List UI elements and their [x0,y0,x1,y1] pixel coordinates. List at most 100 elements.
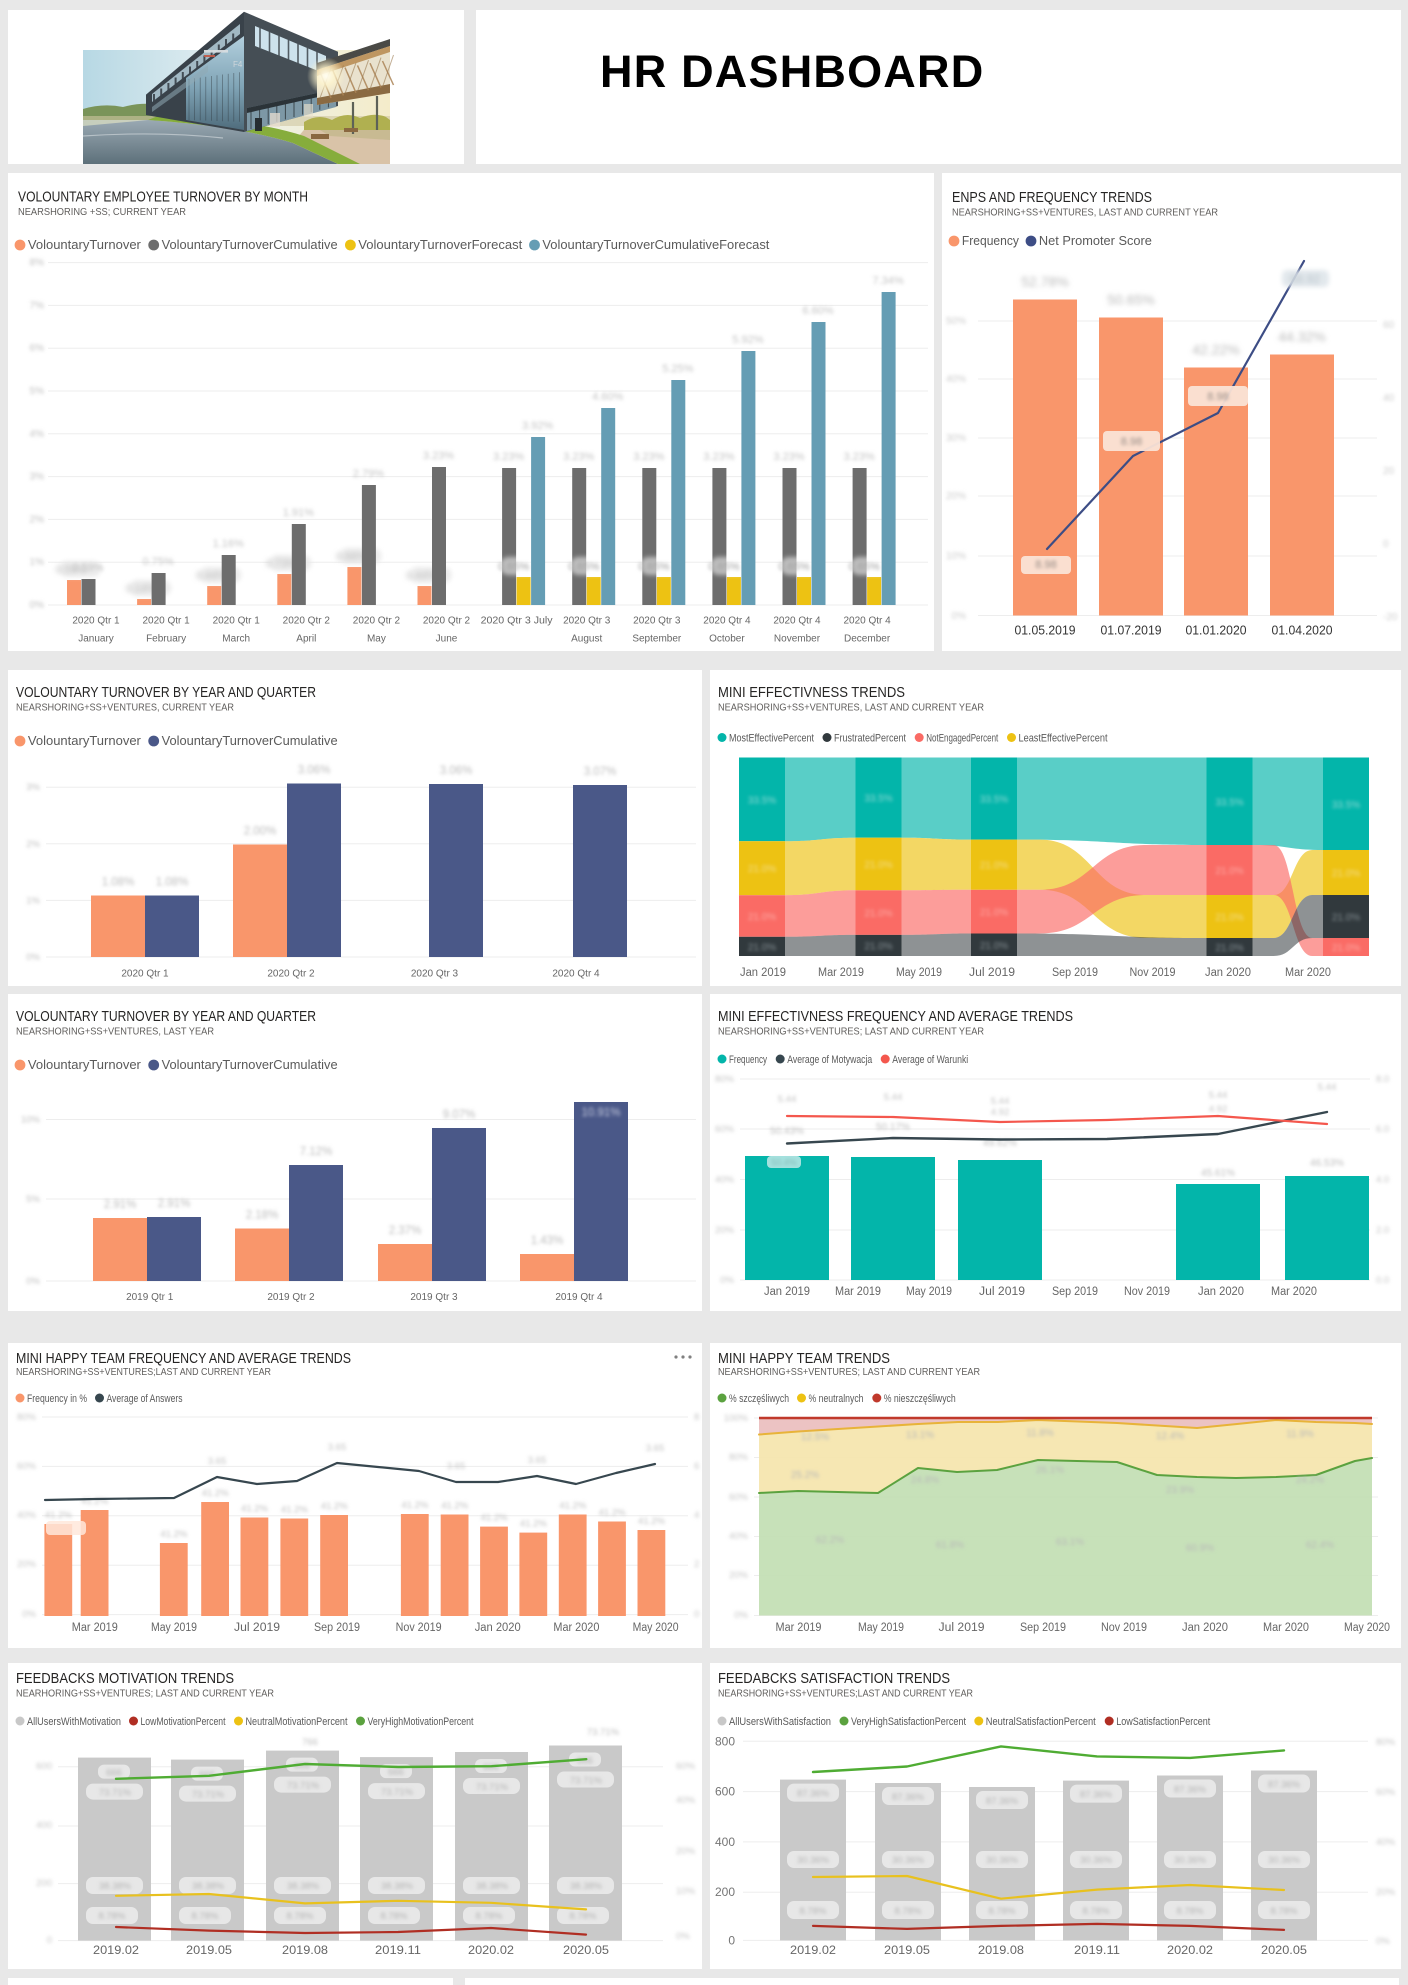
svg-text:NEARHORING+SS+VENTURES; LAST A: NEARHORING+SS+VENTURES; LAST AND CURRENT… [16,1688,274,1700]
svg-text:AllUsersWithMotivation: AllUsersWithMotivation [27,1716,121,1728]
svg-text:10.91%: 10.91% [581,1107,620,1119]
svg-text:0%: 0% [734,1610,748,1621]
svg-text:21.0%: 21.0% [980,861,1008,872]
svg-text:41.2%: 41.2% [638,1516,665,1527]
svg-text:LeastEffectivePercent: LeastEffectivePercent [1019,733,1108,745]
svg-text:4.60%: 4.60% [592,391,623,403]
svg-text:2.91%: 2.91% [158,1198,191,1210]
svg-text:Mar 2020: Mar 2020 [1263,1622,1309,1634]
svg-text:2020.02: 2020.02 [1167,1943,1213,1957]
svg-text:20%: 20% [715,1225,735,1236]
svg-text:01.01.2020: 01.01.2020 [1186,624,1247,638]
svg-text:2019 Qtr 1: 2019 Qtr 1 [126,1292,174,1303]
svg-text:8.78%: 8.78% [1177,1906,1204,1917]
svg-text:2020 Qtr 2: 2020 Qtr 2 [423,616,471,627]
svg-text:73.71%: 73.71% [99,1788,132,1799]
svg-text:38.38%: 38.38% [287,1881,320,1892]
svg-text:80%: 80% [729,1452,749,1463]
svg-text:0: 0 [694,1609,699,1620]
svg-text:8.0: 8.0 [1376,1074,1389,1085]
svg-text:FrustratedPercent: FrustratedPercent [834,733,906,745]
svg-text:2020 Qtr 2: 2020 Qtr 2 [283,616,331,627]
svg-text:4: 4 [694,1510,699,1521]
svg-text:38.38%: 38.38% [192,1881,225,1892]
svg-text:2.91%: 2.91% [104,1199,137,1211]
svg-text:38.38%: 38.38% [381,1881,414,1892]
svg-text:Mar 2019: Mar 2019 [835,1286,881,1298]
svg-text:0.65%: 0.65% [638,561,669,573]
svg-text:41.2%: 41.2% [559,1501,586,1512]
svg-text:61.8%: 61.8% [936,1540,964,1551]
svg-text:2019.11: 2019.11 [375,1943,421,1957]
svg-text:3.23%: 3.23% [563,451,594,463]
svg-text:666: 666 [577,1756,593,1767]
svg-text:2.18%: 2.18% [246,1210,279,1222]
svg-text:21.0%: 21.0% [980,908,1008,919]
svg-text:Frequency: Frequency [962,233,1019,248]
svg-text:2020 Qtr 2: 2020 Qtr 2 [353,616,401,627]
svg-text:AllUsersWithSatisfaction: AllUsersWithSatisfaction [729,1716,831,1728]
svg-text:41.2%: 41.2% [599,1508,626,1519]
svg-text:2019.05: 2019.05 [186,1943,232,1957]
svg-text:VOLOUNTARY TURNOVER BY YEAR AN: VOLOUNTARY TURNOVER BY YEAR AND QUARTER [16,1008,316,1025]
svg-text:766: 766 [302,1737,318,1748]
svg-text:April: April [296,634,316,645]
svg-text:60%: 60% [17,1461,37,1472]
svg-text:Average of Motywacja: Average of Motywacja [787,1054,873,1066]
svg-text:VOLOUNTARY TURNOVER BY YEAR AN: VOLOUNTARY TURNOVER BY YEAR AND QUARTER [16,684,316,701]
svg-text:38.38%: 38.38% [99,1881,132,1892]
svg-text:8.78%: 8.78% [800,1906,827,1917]
svg-text:87.36%: 87.36% [797,1789,830,1800]
svg-text:21.0%: 21.0% [864,909,892,920]
svg-text:73.71%: 73.71% [570,1776,603,1787]
svg-text:Mar 2019: Mar 2019 [72,1622,118,1634]
svg-text:Frequency in %: Frequency in % [27,1393,87,1405]
svg-text:30%: 30% [946,433,966,444]
svg-text:FEEDBACKS MOTIVATION TRENDS: FEEDBACKS MOTIVATION TRENDS [16,1670,234,1687]
svg-text:VolountaryTurnoverCumulative: VolountaryTurnoverCumulative [162,237,338,252]
svg-text:8.78%: 8.78% [989,1906,1016,1917]
svg-text:Jul 2019: Jul 2019 [234,1622,280,1634]
svg-text:1.43%: 1.43% [531,1235,564,1247]
svg-text:40%: 40% [17,1510,37,1521]
svg-text:2020 Qtr 4: 2020 Qtr 4 [703,616,751,627]
svg-text:Sep 2019: Sep 2019 [1052,967,1098,979]
svg-text:41.2%: 41.2% [241,1504,268,1515]
svg-text:8: 8 [694,1412,699,1423]
svg-text:40%: 40% [729,1531,749,1542]
svg-text:2019 Qtr 2: 2019 Qtr 2 [267,1292,315,1303]
svg-text:12.4%: 12.4% [1156,1431,1184,1442]
svg-text:5.44: 5.44 [884,1092,903,1103]
svg-text:0%: 0% [26,1276,40,1287]
svg-text:Jul 2019: Jul 2019 [969,967,1015,979]
svg-text:73.71%: 73.71% [287,1781,320,1792]
svg-text:NEARSHORING+SS+VENTURES, LAST: NEARSHORING+SS+VENTURES, LAST AND CURREN… [718,702,984,714]
svg-text:62.2%: 62.2% [816,1535,844,1546]
svg-text:May 2020: May 2020 [633,1622,679,1634]
svg-text:0: 0 [728,1933,735,1947]
svg-text:VOLOUNTARY EMPLOYEE TURNOVER B: VOLOUNTARY EMPLOYEE TURNOVER BY MONTH [18,189,308,206]
svg-text:December: December [844,634,891,645]
svg-text:33.5%: 33.5% [748,795,776,806]
svg-text:20%: 20% [676,1846,696,1857]
svg-text:0.65%: 0.65% [708,561,739,573]
svg-text:2019.05: 2019.05 [884,1943,930,1957]
svg-text:33.5%: 33.5% [1332,800,1360,811]
svg-text:21.0%: 21.0% [748,912,776,923]
svg-text:8.98: 8.98 [1121,436,1142,448]
svg-text:20%: 20% [17,1559,37,1570]
svg-text:01.04.2020: 01.04.2020 [1272,624,1333,638]
svg-text:20: 20 [1383,466,1395,477]
svg-text:8.78%: 8.78% [895,1906,922,1917]
svg-text:NeutralMotivationPercent: NeutralMotivationPercent [246,1716,348,1728]
svg-text:42.22%: 42.22% [1192,342,1239,358]
svg-text:200: 200 [36,1878,52,1889]
svg-text:38.38%: 38.38% [476,1881,509,1892]
svg-text:20%: 20% [729,1570,749,1581]
svg-text:23.9%: 23.9% [1166,1485,1194,1496]
svg-text:4.0: 4.0 [1376,1175,1389,1186]
svg-text:21.0%: 21.0% [1215,866,1243,877]
svg-text:2019.08: 2019.08 [282,1943,328,1957]
svg-text:2020 Qtr 3: 2020 Qtr 3 [633,616,681,627]
svg-text:30.36%: 30.36% [1080,1855,1113,1866]
